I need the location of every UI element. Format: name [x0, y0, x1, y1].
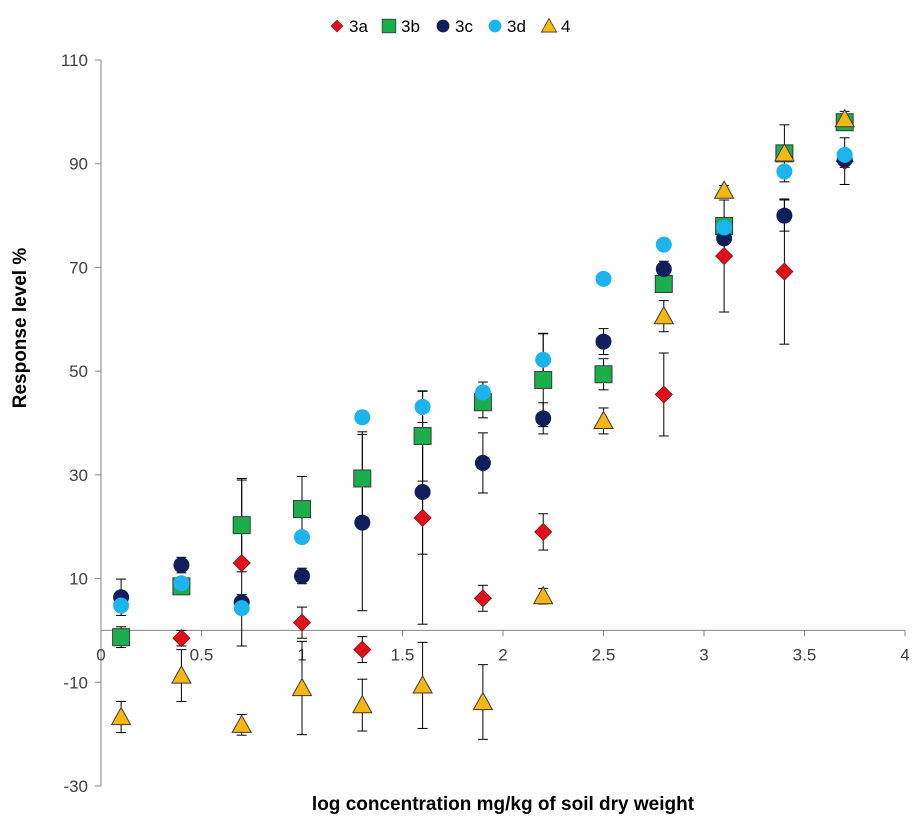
data-point: [713, 180, 735, 199]
series-3c: [113, 151, 853, 611]
legend-item-3a: 3a: [330, 17, 368, 36]
data-point: [535, 410, 552, 427]
data-point: [232, 516, 251, 535]
data-point: [414, 483, 431, 500]
data-point: [534, 522, 553, 541]
legend-label: 3a: [349, 17, 368, 36]
data-point: [294, 567, 310, 584]
legend-label: 3d: [507, 17, 526, 36]
data-point: [655, 260, 672, 277]
data-point: [834, 108, 856, 128]
series-3b: [112, 113, 854, 647]
x-tick-label: 3: [699, 645, 708, 664]
data-point: [354, 514, 371, 531]
x-tick-label: 0.5: [190, 645, 214, 664]
x-tick-label: 2: [498, 645, 507, 664]
data-point: [654, 275, 673, 294]
data-point: [655, 236, 672, 253]
data-point: [413, 426, 432, 445]
legend-item-4: 4: [540, 17, 570, 36]
data-point: [473, 589, 492, 608]
x-tick-label: 0: [96, 645, 105, 664]
data-point: [715, 246, 734, 266]
x-tick-label: 1.5: [391, 645, 415, 664]
data-point: [293, 500, 311, 519]
series-3d: [113, 146, 853, 617]
y-tick-label: 10: [69, 570, 88, 589]
x-axis-title: log concentration mg/kg of soil dry weig…: [312, 794, 695, 815]
legend-label: 4: [561, 17, 570, 36]
data-point: [294, 529, 310, 546]
data-point: [594, 365, 613, 384]
data-point: [595, 270, 612, 287]
data-point: [354, 409, 371, 426]
y-tick-label: -10: [63, 673, 88, 692]
data-point: [353, 640, 372, 659]
x-tick-label: 4: [900, 645, 909, 664]
data-point: [532, 585, 554, 605]
legend-label: 3c: [455, 17, 473, 36]
data-point: [233, 600, 250, 617]
data-point: [173, 575, 190, 592]
legend-item-3d: 3d: [488, 17, 526, 36]
data-point: [654, 385, 673, 404]
data-point: [716, 219, 733, 236]
y-tick-label: 90: [69, 155, 88, 174]
y-tick-label: 110: [61, 51, 88, 70]
data-point: [292, 613, 312, 632]
data-point: [595, 333, 612, 350]
data-point: [472, 691, 494, 711]
legend-label: 3b: [401, 17, 420, 36]
y-tick-label: -30: [63, 777, 88, 796]
data-point: [110, 706, 132, 726]
data-point: [775, 262, 794, 281]
data-point: [535, 351, 552, 368]
data-point: [776, 207, 793, 224]
legend: 3a 3b 3c 3d 4: [330, 17, 570, 36]
data-point: [774, 142, 795, 162]
y-axis-title: Response level %: [10, 248, 31, 409]
legend-marker: [330, 19, 344, 33]
legend-marker: [381, 18, 397, 34]
data-point: [653, 305, 675, 325]
data-point: [231, 714, 253, 733]
legend-item-3c: 3c: [436, 17, 473, 36]
data-point: [534, 370, 553, 389]
y-tick-label: 70: [69, 258, 88, 277]
x-tick-label: 3.5: [793, 645, 817, 664]
data-point: [413, 508, 432, 527]
series-3a: [172, 152, 854, 659]
legend-marker: [488, 19, 502, 33]
legend-item-3b: 3b: [381, 17, 420, 36]
legend-marker: [540, 17, 558, 33]
data-point: [412, 674, 433, 694]
data-point: [112, 628, 131, 647]
series-4: [110, 108, 856, 733]
data-point: [414, 398, 431, 415]
data-point: [172, 629, 191, 648]
data-markers: [110, 108, 856, 733]
data-point: [351, 694, 373, 714]
data-point: [593, 410, 614, 430]
y-tick-label: 30: [69, 466, 88, 485]
data-point: [836, 146, 853, 163]
data-point: [474, 384, 491, 401]
data-point: [232, 553, 251, 573]
data-point: [353, 469, 372, 488]
x-tick-label: 2.5: [592, 645, 616, 664]
data-point: [776, 163, 793, 180]
data-point: [474, 454, 491, 471]
data-point: [173, 557, 190, 574]
error-bars: [116, 110, 850, 740]
data-point: [291, 677, 313, 697]
legend-marker: [436, 19, 450, 33]
data-point: [171, 665, 192, 684]
y-tick-label: 50: [69, 362, 88, 381]
data-point: [113, 597, 130, 614]
